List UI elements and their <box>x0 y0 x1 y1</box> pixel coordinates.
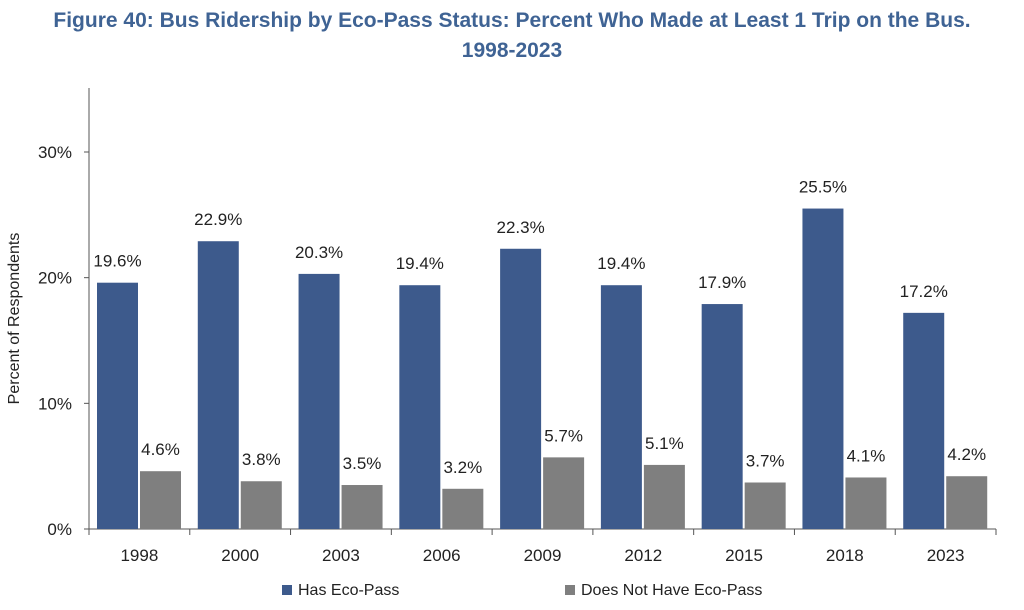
data-label: 20.3% <box>295 243 343 262</box>
bar-has-eco-pass <box>298 273 340 529</box>
data-label: 3.2% <box>443 458 482 477</box>
x-tick-label: 2012 <box>624 546 662 565</box>
bar-no-eco-pass <box>845 477 887 529</box>
data-label: 5.1% <box>645 434 684 453</box>
bar-has-eco-pass <box>97 282 138 529</box>
x-tick-label: 2003 <box>322 546 360 565</box>
data-label: 22.9% <box>194 210 242 229</box>
bar-has-eco-pass <box>197 241 239 529</box>
bar-no-eco-pass <box>140 471 181 529</box>
data-label: 3.5% <box>343 454 382 473</box>
x-tick-label: 2000 <box>221 546 259 565</box>
bar-no-eco-pass <box>643 464 685 529</box>
bar-has-eco-pass <box>802 208 844 530</box>
chart-title-line-2: 1998-2023 <box>461 39 563 62</box>
chart-title: Figure 40: Bus Ridership by Eco-Pass Sta… <box>0 6 1024 66</box>
data-label: 19.4% <box>597 254 645 273</box>
bar-no-eco-pass <box>744 482 786 529</box>
x-tick-label: 2023 <box>927 546 965 565</box>
x-tick-label: 2018 <box>826 546 864 565</box>
bar-no-eco-pass <box>946 476 988 529</box>
y-tick-label: 0% <box>47 520 72 539</box>
x-tick-label: 2006 <box>423 546 461 565</box>
legend-no-eco-pass-label: Does Not Have Eco-Pass <box>581 582 762 599</box>
data-label: 4.2% <box>947 445 986 464</box>
bar-has-eco-pass <box>903 312 945 529</box>
data-label: 17.9% <box>698 273 746 292</box>
legend-has-eco-pass-label: Has Eco-Pass <box>298 582 399 599</box>
bar-no-eco-pass <box>341 485 383 529</box>
x-tick-label: 2009 <box>524 546 562 565</box>
data-label: 19.6% <box>93 252 141 271</box>
data-label: 19.4% <box>396 254 444 273</box>
bar-has-eco-pass <box>701 304 743 529</box>
legend-has-eco-pass-swatch <box>282 585 292 595</box>
data-label: 25.5% <box>799 178 847 197</box>
data-label: 17.2% <box>900 282 948 301</box>
data-label: 4.1% <box>847 446 886 465</box>
y-tick-label: 20% <box>38 269 72 288</box>
data-label: 3.8% <box>242 450 281 469</box>
data-label: 5.7% <box>544 426 583 445</box>
bar-no-eco-pass <box>543 457 585 529</box>
x-tick-label: 2015 <box>725 546 763 565</box>
y-axis-title: Percent of Respondents <box>6 233 23 405</box>
data-label: 3.7% <box>746 452 785 471</box>
y-tick-label: 30% <box>38 143 72 162</box>
data-label: 22.3% <box>497 218 545 237</box>
legend-no-eco-pass-swatch <box>565 585 575 595</box>
chart-title-line-1: Figure 40: Bus Ridership by Eco-Pass Sta… <box>53 9 971 32</box>
data-label: 4.6% <box>141 440 180 459</box>
bar-has-eco-pass <box>600 285 642 529</box>
bar-has-eco-pass <box>500 248 542 529</box>
bar-has-eco-pass <box>399 285 441 529</box>
bar-no-eco-pass <box>442 488 484 529</box>
bar-no-eco-pass <box>240 481 282 529</box>
y-tick-label: 10% <box>38 394 72 413</box>
x-tick-label: 1998 <box>120 546 158 565</box>
